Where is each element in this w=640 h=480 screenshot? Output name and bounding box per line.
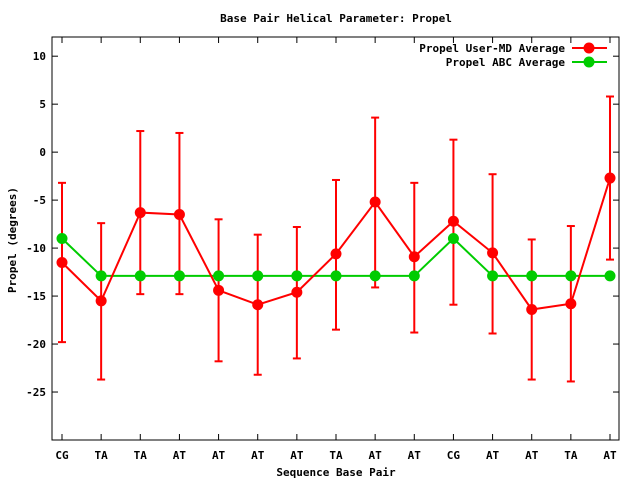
data-point: [604, 270, 616, 282]
data-point: [565, 270, 577, 282]
data-point: [134, 207, 146, 219]
data-point: [291, 270, 303, 282]
x-tick-label: AT: [173, 449, 187, 462]
data-point: [447, 215, 459, 227]
data-point: [56, 256, 68, 268]
legend-marker: [583, 56, 595, 68]
x-tick-label: TA: [95, 449, 109, 462]
y-tick-label: 0: [39, 146, 46, 159]
series-points: [56, 172, 616, 316]
y-tick-label: 5: [39, 98, 46, 111]
y-tick-label: -20: [26, 338, 46, 351]
data-point: [487, 270, 499, 282]
data-point: [408, 251, 420, 263]
y-tick-label: -15: [26, 290, 46, 303]
data-point: [526, 270, 538, 282]
x-tick-label: AT: [212, 449, 226, 462]
x-tick-label: AT: [603, 449, 617, 462]
data-point: [95, 270, 107, 282]
data-point: [95, 295, 107, 307]
y-tick-label: 10: [33, 50, 46, 63]
data-point: [213, 284, 225, 296]
x-tick-label: AT: [486, 449, 500, 462]
data-point: [526, 304, 538, 316]
error-bars: [58, 95, 614, 383]
data-point: [447, 233, 459, 244]
chart-title: Base Pair Helical Parameter: Propel: [220, 12, 452, 25]
data-point: [369, 270, 381, 282]
data-point: [252, 299, 264, 311]
y-axis-label: Propel (degrees): [6, 187, 19, 293]
legend-label: Propel ABC Average: [446, 56, 566, 69]
x-tick-label: CG: [55, 449, 69, 462]
data-point: [487, 247, 499, 259]
data-point: [291, 286, 303, 298]
legend-label: Propel User-MD Average: [419, 42, 565, 55]
data-point: [369, 196, 381, 208]
x-tick-label: CG: [447, 449, 461, 462]
y-tick-label: -25: [26, 386, 46, 399]
x-axis: CG TA TA AT AT AT AT TA AT AT CG AT AT TA AT: [55, 37, 617, 462]
data-point: [252, 270, 264, 282]
data-point: [56, 233, 68, 244]
data-point: [330, 248, 342, 260]
x-tick-label: AT: [251, 449, 265, 462]
x-tick-label: AT: [525, 449, 539, 462]
data-point: [134, 270, 146, 282]
data-point: [173, 270, 185, 282]
x-tick-label: AT: [290, 449, 304, 462]
x-tick-label: AT: [369, 449, 383, 462]
data-point: [173, 209, 185, 221]
data-point: [213, 270, 225, 282]
y-axis: 10 5 0 -5 -10 -15 -20 -25: [26, 50, 619, 399]
x-tick-label: TA: [134, 449, 148, 462]
x-tick-label: TA: [329, 449, 343, 462]
data-point: [604, 172, 616, 184]
data-point: [408, 270, 420, 282]
y-tick-label: -10: [26, 242, 46, 255]
data-point: [330, 270, 342, 282]
y-tick-label: -5: [33, 194, 46, 207]
x-tick-label: TA: [564, 449, 578, 462]
legend-marker: [583, 42, 595, 54]
data-point: [565, 298, 577, 310]
x-axis-label: Sequence Base Pair: [276, 466, 396, 479]
x-tick-label: AT: [408, 449, 422, 462]
